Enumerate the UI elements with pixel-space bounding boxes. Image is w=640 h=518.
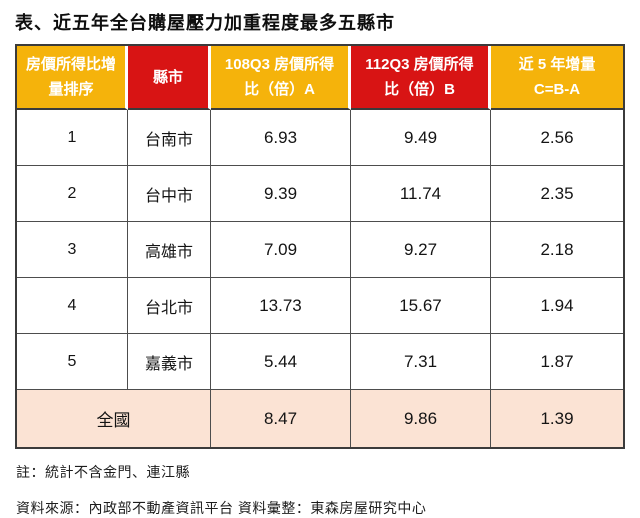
summary-label-cell: 全國: [17, 390, 211, 447]
city-cell: 台北市: [128, 278, 211, 334]
housing-pressure-table-wrapper: 房價所得比增 量排序 縣市 108Q3 房價所得 比（倍）A 112Q3 房價所得比…: [15, 44, 625, 449]
table-title: 表、近五年全台購屋壓力加重程度最多五縣市: [15, 13, 395, 33]
summary-ratio-b-cell: 9.86: [351, 390, 491, 447]
table-row: 3 高雄市 7.09 9.27 2.18: [17, 222, 623, 278]
increase-c-cell: 2.18: [491, 222, 623, 278]
summary-row-nationwide: 全國 8.47 9.86 1.39: [17, 390, 623, 447]
city-cell: 高雄市: [128, 222, 211, 278]
header-city: 縣市: [128, 46, 211, 110]
summary-ratio-a-cell: 8.47: [211, 390, 351, 447]
rank-cell: 5: [17, 334, 128, 390]
header-ratio-108q3: 108Q3 房價所得 比（倍）A: [211, 46, 351, 110]
increase-c-cell: 1.94: [491, 278, 623, 334]
table-row: 5 嘉義市 5.44 7.31 1.87: [17, 334, 623, 390]
rank-cell: 3: [17, 222, 128, 278]
source-text: 資料來源：內政部不動產資訊平台 資料彙整：東森房屋研究中心: [16, 500, 427, 516]
header-rank: 房價所得比增 量排序: [17, 46, 128, 110]
ratio-b-cell: 9.27: [351, 222, 491, 278]
rank-cell: 4: [17, 278, 128, 334]
rank-cell: 1: [17, 110, 128, 166]
ratio-b-cell: 7.31: [351, 334, 491, 390]
ratio-a-cell: 9.39: [211, 166, 351, 222]
ratio-a-cell: 13.73: [211, 278, 351, 334]
table-row: 2 台中市 9.39 11.74 2.35: [17, 166, 623, 222]
table-row: 4 台北市 13.73 15.67 1.94: [17, 278, 623, 334]
city-cell: 台南市: [128, 110, 211, 166]
increase-c-cell: 2.35: [491, 166, 623, 222]
summary-increase-c-cell: 1.39: [491, 390, 623, 447]
header-ratio-112q3: 112Q3 房價所得 比（倍）B: [351, 46, 491, 110]
ratio-b-cell: 11.74: [351, 166, 491, 222]
ratio-b-cell: 15.67: [351, 278, 491, 334]
rank-cell: 2: [17, 166, 128, 222]
increase-c-cell: 2.56: [491, 110, 623, 166]
ratio-a-cell: 5.44: [211, 334, 351, 390]
ratio-a-cell: 6.93: [211, 110, 351, 166]
city-cell: 嘉義市: [128, 334, 211, 390]
housing-pressure-table: 房價所得比增 量排序 縣市 108Q3 房價所得 比（倍）A 112Q3 房價所得比…: [17, 46, 623, 447]
city-cell: 台中市: [128, 166, 211, 222]
note-text: 註：統計不含金門、連江縣: [16, 464, 190, 480]
table-header-row: 房價所得比增 量排序 縣市 108Q3 房價所得 比（倍）A 112Q3 房價所得比…: [17, 46, 623, 110]
ratio-b-cell: 9.49: [351, 110, 491, 166]
header-5yr-increase: 近 5 年增量 C=B-A: [491, 46, 623, 110]
ratio-a-cell: 7.09: [211, 222, 351, 278]
increase-c-cell: 1.87: [491, 334, 623, 390]
table-row: 1 台南市 6.93 9.49 2.56: [17, 110, 623, 166]
